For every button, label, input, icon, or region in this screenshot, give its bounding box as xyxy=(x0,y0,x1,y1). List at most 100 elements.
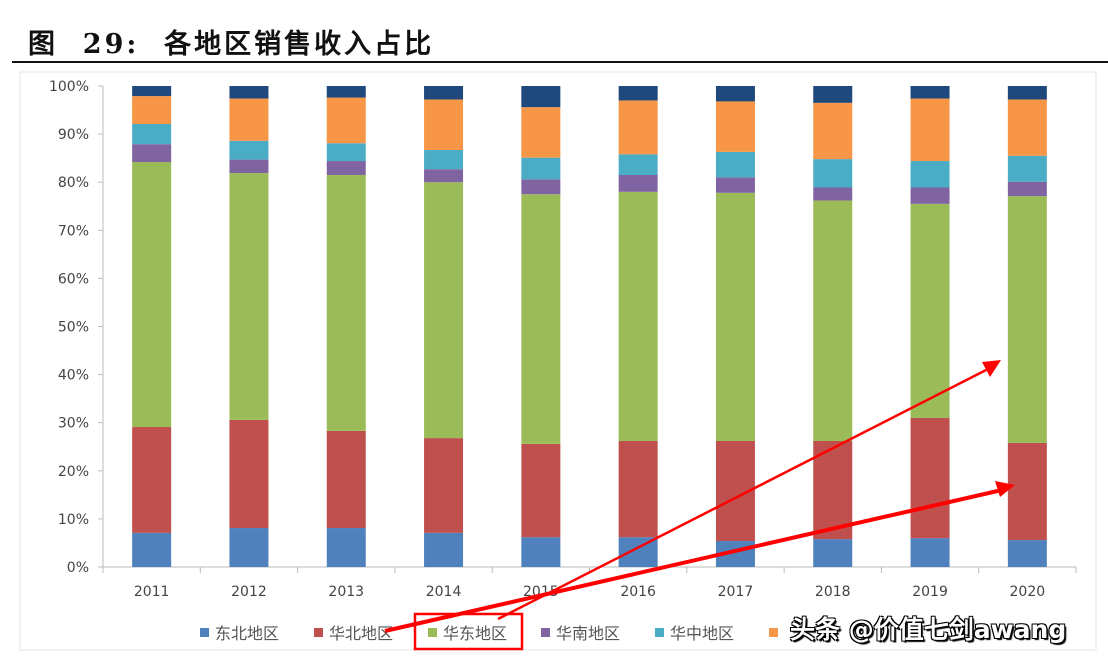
x-tick-label: 2014 xyxy=(426,584,462,600)
bar-segment-2012-5 xyxy=(229,140,269,160)
legend-swatch xyxy=(769,628,778,637)
bar-segment-2013-3 xyxy=(326,174,366,431)
bar-segment-2012-3 xyxy=(229,173,269,420)
bar-segment-2019-6 xyxy=(910,98,950,162)
y-tick-label: 50% xyxy=(58,320,89,336)
bar-segment-2015-3 xyxy=(521,194,561,444)
chart-frame xyxy=(19,71,1097,651)
bar-segment-2020-7 xyxy=(1007,86,1047,100)
x-tick-label: 2020 xyxy=(1010,584,1046,600)
y-tick-label: 60% xyxy=(58,271,89,287)
bar-segment-2016-2 xyxy=(618,440,658,538)
annotation-arrow-line xyxy=(497,366,991,621)
bar-segment-2015-4 xyxy=(521,179,561,195)
legend-label: 华北地区 xyxy=(329,624,393,643)
bar-segment-2017-4 xyxy=(715,177,755,193)
bar-segment-2016-5 xyxy=(618,154,658,175)
y-tick-label: 80% xyxy=(58,175,89,191)
bar-segment-2011-6 xyxy=(132,96,172,124)
bar-segment-2014-1 xyxy=(424,532,464,567)
bar-segment-2011-2 xyxy=(132,427,172,533)
bar-segment-2020-4 xyxy=(1007,181,1047,197)
bar-segment-2015-5 xyxy=(521,157,561,180)
bar-segment-2018-7 xyxy=(813,86,853,103)
legend-swatch xyxy=(428,628,437,637)
bar-segment-2011-4 xyxy=(132,144,172,162)
bar-segment-2019-7 xyxy=(910,86,950,99)
y-tick-label: 70% xyxy=(58,223,89,239)
legend-swatch xyxy=(200,628,209,637)
bar-segment-2015-6 xyxy=(521,107,561,158)
bar-segment-2018-1 xyxy=(813,539,853,567)
y-tick-label: 100% xyxy=(49,79,89,95)
bar-segment-2015-1 xyxy=(521,537,561,567)
bar-segment-2016-3 xyxy=(618,191,658,441)
bar-segment-2020-3 xyxy=(1007,196,1047,443)
y-tick-label: 20% xyxy=(58,464,89,480)
bar-segment-2016-7 xyxy=(618,86,658,101)
title-divider xyxy=(12,61,1108,63)
bar-segment-2014-3 xyxy=(424,182,464,439)
legend-label: 东北地区 xyxy=(215,624,279,643)
y-tick-label: 40% xyxy=(58,368,89,384)
x-tick-label: 2019 xyxy=(912,584,948,600)
highlight-box xyxy=(413,612,524,651)
legend-swatch xyxy=(541,628,550,637)
x-tick-label: 2013 xyxy=(328,584,364,600)
bar-segment-2015-7 xyxy=(521,86,561,108)
bar-segment-2017-6 xyxy=(715,101,755,152)
legend-swatch xyxy=(655,628,664,637)
bar-segment-2012-1 xyxy=(229,528,269,567)
bar-segment-2014-2 xyxy=(424,438,464,533)
bar-segment-2013-7 xyxy=(326,86,366,98)
x-tick-label: 2017 xyxy=(718,584,754,600)
bar-segment-2014-7 xyxy=(424,86,464,100)
bar-segment-2018-3 xyxy=(813,200,853,441)
bar-segment-2019-1 xyxy=(910,538,950,567)
y-tick-label: 0% xyxy=(67,560,89,576)
x-tick-label: 2016 xyxy=(620,584,656,600)
bar-segment-2019-2 xyxy=(910,417,950,539)
bar-segment-2013-5 xyxy=(326,143,366,162)
y-tick-label: 30% xyxy=(58,416,89,432)
bar-segment-2018-5 xyxy=(813,159,853,188)
legend-label: 华东地区 xyxy=(443,624,507,643)
arrow-head-icon xyxy=(995,481,1015,497)
bar-segment-2020-2 xyxy=(1007,442,1047,541)
bar-segment-2019-4 xyxy=(910,187,950,204)
bar-segment-2020-1 xyxy=(1007,540,1047,567)
x-tick-label: 2018 xyxy=(815,584,851,600)
figure-title: 图 29: 各地区销售收入占比 xyxy=(28,29,435,60)
bar-segment-2014-6 xyxy=(424,99,464,150)
bar-segment-2020-5 xyxy=(1007,155,1047,182)
bar-segment-2014-4 xyxy=(424,169,464,183)
bar-segment-2019-5 xyxy=(910,161,950,188)
legend-swatch xyxy=(314,628,323,637)
annotation-arrow-line xyxy=(384,488,1003,633)
bar-segment-2017-5 xyxy=(715,151,755,178)
bar-segment-2012-6 xyxy=(229,98,269,141)
bar-segment-2014-5 xyxy=(424,149,464,170)
bar-segment-2011-1 xyxy=(132,532,172,567)
bar-segment-2015-2 xyxy=(521,443,561,538)
bar-segment-2018-2 xyxy=(813,440,853,540)
bar-segment-2013-6 xyxy=(326,97,366,144)
legend-label: 华中地区 xyxy=(670,624,734,643)
watermark: 头条 @价值七剑awang xyxy=(790,615,1067,644)
bar-segment-2013-4 xyxy=(326,161,366,175)
bar-segment-2018-6 xyxy=(813,102,853,160)
bar-segment-2012-2 xyxy=(229,419,269,529)
bar-segment-2016-6 xyxy=(618,100,658,155)
bar-segment-2017-7 xyxy=(715,86,755,102)
bar-segment-2019-3 xyxy=(910,203,950,418)
x-tick-label: 2011 xyxy=(134,584,170,600)
bar-segment-2020-6 xyxy=(1007,99,1047,156)
bar-segment-2011-3 xyxy=(132,161,172,428)
x-tick-label: 2012 xyxy=(231,584,267,600)
bar-segment-2018-4 xyxy=(813,187,853,201)
arrow-head-icon xyxy=(982,360,1001,377)
bar-segment-2016-4 xyxy=(618,174,658,192)
bar-segment-2013-2 xyxy=(326,430,366,529)
bar-segment-2017-3 xyxy=(715,192,755,441)
